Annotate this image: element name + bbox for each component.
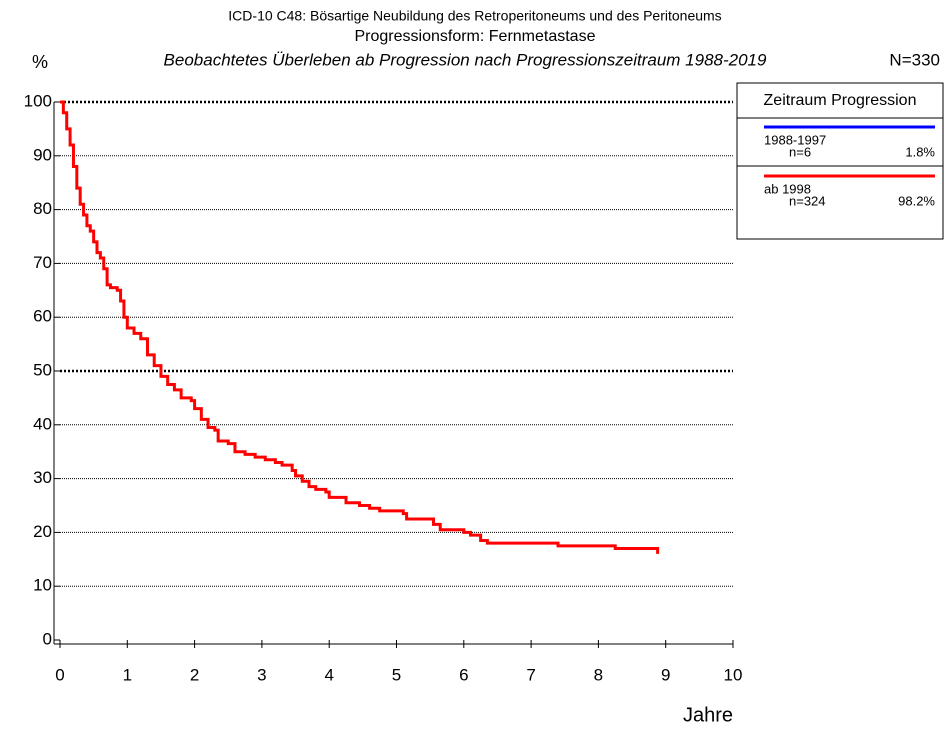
y-tick-label: 80 (33, 199, 52, 218)
legend-title: Zeitraum Progression (764, 92, 917, 109)
chart-subtitle: Beobachtetes Überleben ab Progression na… (164, 50, 767, 69)
y-tick-label: 90 (33, 145, 52, 164)
x-tick-label: 4 (324, 665, 333, 684)
legend-n: n=6 (789, 144, 811, 159)
y-tick-label: 10 (33, 576, 52, 595)
x-tick-label: 1 (123, 665, 132, 684)
legend-share: 98.2% (898, 193, 935, 208)
y-tick-label: 0 (43, 629, 52, 648)
y-axis-label: % (32, 52, 48, 72)
x-tick-label: 9 (661, 665, 670, 684)
x-tick-label: 7 (526, 665, 535, 684)
y-tick-label: 60 (33, 307, 52, 326)
legend-share: 1.8% (905, 144, 935, 159)
survival-curve (60, 100, 660, 554)
legend-name: ab 1998 (764, 181, 811, 196)
legend-box (736, 82, 944, 240)
x-tick-label: 0 (55, 665, 64, 684)
legend-name: 1988-1997 (764, 132, 826, 147)
y-tick-label: 30 (33, 468, 52, 487)
chart-subtitle: Progressionsform: Fernmetastase (355, 28, 596, 45)
chart-title: ICD-10 C48: Bösartige Neubildung des Ret… (228, 8, 721, 24)
x-tick-label: 6 (459, 665, 468, 684)
y-tick-label: 50 (33, 360, 52, 379)
x-tick-label: 2 (190, 665, 199, 684)
x-tick-label: 8 (594, 665, 603, 684)
y-tick-label: 100 (24, 91, 52, 110)
x-tick-label: 10 (724, 665, 743, 684)
y-tick-label: 20 (33, 522, 52, 541)
x-axis-label: Jahre (683, 704, 733, 726)
x-tick-label: 5 (392, 665, 401, 684)
legend-n: n=324 (789, 193, 826, 208)
y-tick-label: 40 (33, 414, 52, 433)
total-n: N=330 (889, 50, 940, 69)
y-tick-label: 70 (33, 253, 52, 272)
x-tick-label: 3 (257, 665, 266, 684)
